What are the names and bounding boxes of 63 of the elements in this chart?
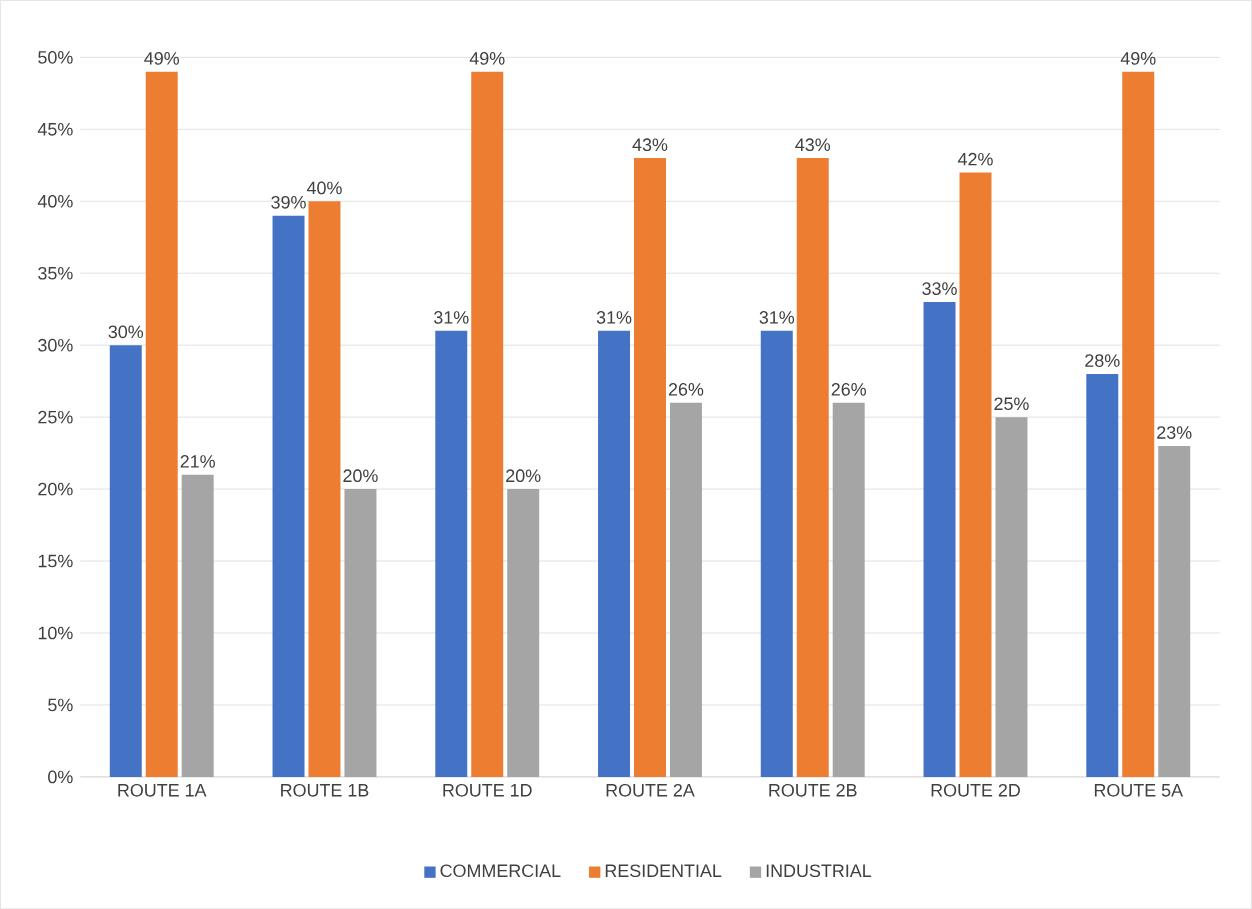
data-label: 26% [831, 382, 866, 396]
data-label: 20% [506, 469, 541, 482]
data-label: 42% [957, 152, 993, 166]
x-tick-label: ROUTE 1A [118, 783, 207, 797]
bar [181, 474, 214, 777]
data-label: 49% [469, 51, 505, 65]
x-tick-label: ROUTE 2B [769, 783, 857, 797]
data-label: 49% [144, 51, 180, 65]
bar [308, 201, 341, 777]
y-tick-label: 45% [37, 122, 73, 136]
bar [760, 330, 793, 777]
x-tick-label: ROUTE 1B [281, 783, 369, 797]
x-tick-label: ROUTE 1D [443, 783, 532, 797]
bar [669, 402, 702, 777]
data-label: 49% [1120, 51, 1156, 65]
bar [995, 417, 1028, 777]
bar [832, 402, 865, 777]
bar [145, 71, 178, 777]
bar [1158, 445, 1191, 777]
bar [598, 330, 631, 777]
data-label: 31% [434, 310, 469, 324]
data-label: 21% [180, 454, 215, 468]
y-tick-label: 5% [48, 698, 73, 712]
data-label: 40% [306, 181, 342, 195]
y-tick-label: 50% [38, 50, 73, 64]
bar [923, 301, 956, 777]
data-label: 23% [1157, 426, 1192, 439]
data-label: 20% [343, 469, 378, 482]
bar [796, 157, 829, 777]
data-label: 28% [1085, 354, 1120, 367]
bar [959, 172, 992, 777]
bar [1122, 71, 1155, 777]
data-label: 26% [668, 382, 704, 396]
bar [344, 488, 377, 777]
bar [507, 488, 540, 777]
y-tick-label: 10% [38, 626, 73, 640]
bar [471, 71, 504, 777]
bar [1086, 373, 1119, 777]
y-tick-label: 20% [38, 482, 73, 496]
data-label: 31% [759, 310, 795, 324]
bar [435, 330, 468, 777]
data-label: 43% [795, 138, 831, 151]
x-tick-label: ROUTE 2A [606, 783, 695, 797]
data-label: 43% [632, 138, 668, 151]
y-tick-label: 25% [38, 410, 73, 424]
legend-label: INDUSTRIAL [766, 864, 872, 878]
data-label: 30% [108, 325, 144, 339]
legend-label: COMMERCIAL [440, 864, 561, 878]
bar [634, 157, 666, 777]
y-tick-label: 30% [38, 338, 73, 352]
data-label: 39% [271, 195, 306, 209]
bar [272, 215, 305, 777]
legend-label: RESIDENTIAL [605, 864, 722, 878]
y-tick-label: 35% [38, 266, 73, 280]
data-label: 31% [596, 310, 632, 324]
y-tick-label: 15% [38, 554, 73, 568]
data-label: 33% [922, 282, 957, 295]
bar [109, 345, 142, 777]
y-tick-label: 0% [48, 770, 73, 784]
x-tick-label: ROUTE 2D [931, 783, 1020, 797]
x-tick-label: ROUTE 5A [1094, 783, 1184, 797]
data-label: 25% [994, 397, 1029, 411]
y-tick-label: 40% [37, 194, 73, 208]
